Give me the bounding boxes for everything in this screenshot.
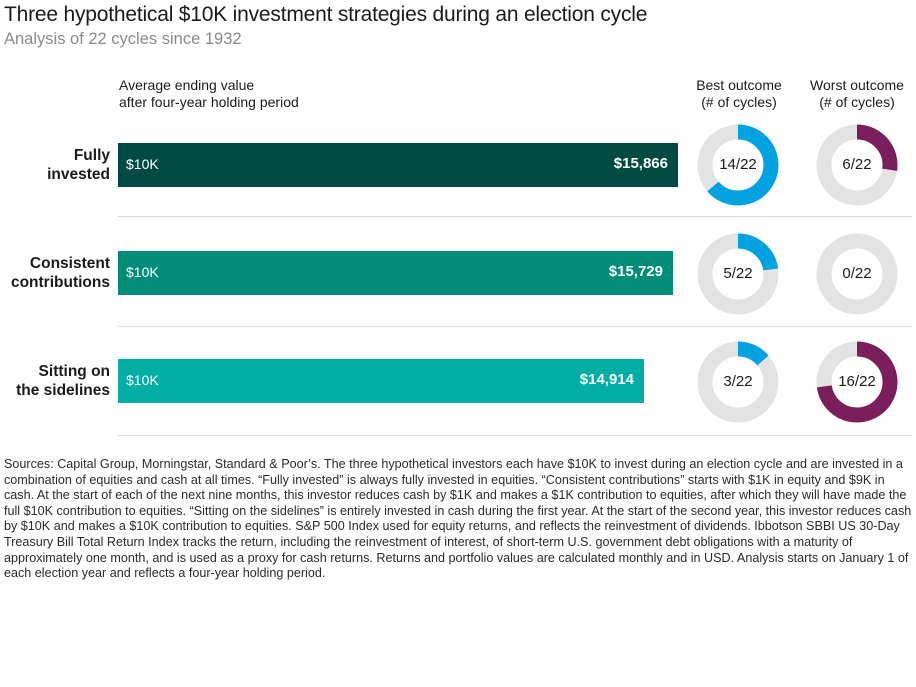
best-outcome-donut-svg (697, 124, 779, 206)
row-divider (118, 326, 912, 327)
best-outcome-donut-consistent-contributions: 5/22 (696, 232, 780, 316)
worst-header-line-1: Worst outcome (810, 77, 904, 93)
worst-column-header: Worst outcome (# of cycles) (800, 77, 914, 111)
worst-outcome-donut-svg (816, 341, 898, 423)
bar-fully-invested: $10K $15,866 (118, 143, 678, 187)
chart-subtitle: Analysis of 22 cycles since 1932 (4, 30, 242, 48)
row-label-consistent-contributions: Consistent contributions (11, 254, 110, 292)
row-label-fully-invested: Fully invested (47, 146, 110, 184)
bar-end-value: $14,914 (579, 371, 634, 388)
worst-outcome-donut-arc (816, 341, 898, 423)
worst-outcome-donut-arc (816, 124, 898, 206)
bar-consistent-contributions: $10K $15,729 (118, 251, 673, 295)
best-outcome-donut-fully-invested: 14/22 (696, 123, 780, 207)
row-label-line-1: Consistent (29, 255, 110, 272)
row-label-line-2: contributions (10, 274, 110, 291)
best-outcome-donut-svg (697, 233, 779, 315)
bar-start-value: $10K (126, 372, 159, 388)
row-label-line-2: invested (47, 166, 110, 183)
bar-column-header: Average ending value after four-year hol… (119, 77, 299, 111)
best-header-line-2: (# of cycles) (701, 94, 777, 110)
worst-outcome-label: 0/22 (842, 265, 872, 282)
worst-outcome-donut-svg (816, 233, 898, 315)
bar-start-value: $10K (126, 264, 159, 280)
worst-outcome-donut-track (816, 233, 898, 315)
best-outcome-label: 14/22 (719, 156, 757, 173)
worst-outcome-donut-sitting-on-the-sidelines: 16/22 (815, 340, 899, 424)
best-outcome-donut-arc (697, 233, 779, 315)
row-divider (118, 435, 912, 436)
best-outcome-label: 5/22 (723, 265, 753, 282)
row-label-line-1: Fully (73, 147, 110, 164)
bar-header-line-1: Average ending value (119, 77, 255, 93)
worst-outcome-label: 16/22 (838, 373, 876, 390)
best-outcome-donut-arc (697, 124, 779, 206)
bar-end-value: $15,729 (608, 263, 663, 280)
row-label-sitting-on-the-sidelines: Sitting on the sidelines (16, 362, 110, 400)
best-outcome-donut-svg (697, 341, 779, 423)
bar-end-value: $15,866 (613, 155, 668, 172)
row-divider (118, 216, 912, 217)
worst-outcome-label: 6/22 (842, 156, 872, 173)
worst-outcome-donut-svg (816, 124, 898, 206)
row-label-line-2: the sidelines (16, 382, 110, 399)
chart-title: Three hypothetical $10K investment strat… (4, 3, 648, 26)
sources-footnote: Sources: Capital Group, Morningstar, Sta… (4, 457, 912, 581)
best-outcome-donut-sitting-on-the-sidelines: 3/22 (696, 340, 780, 424)
worst-header-line-2: (# of cycles) (819, 94, 895, 110)
best-outcome-donut-arc (697, 341, 779, 423)
bar-start-value: $10K (126, 156, 159, 172)
best-column-header: Best outcome (# of cycles) (684, 77, 794, 111)
bar-sitting-on-the-sidelines: $10K $14,914 (118, 359, 644, 403)
worst-outcome-donut-fully-invested: 6/22 (815, 123, 899, 207)
row-label-line-1: Sitting on (38, 363, 110, 380)
best-header-line-1: Best outcome (696, 77, 782, 93)
bar-header-line-2: after four-year holding period (119, 94, 299, 110)
worst-outcome-donut-consistent-contributions: 0/22 (815, 232, 899, 316)
best-outcome-label: 3/22 (723, 373, 753, 390)
